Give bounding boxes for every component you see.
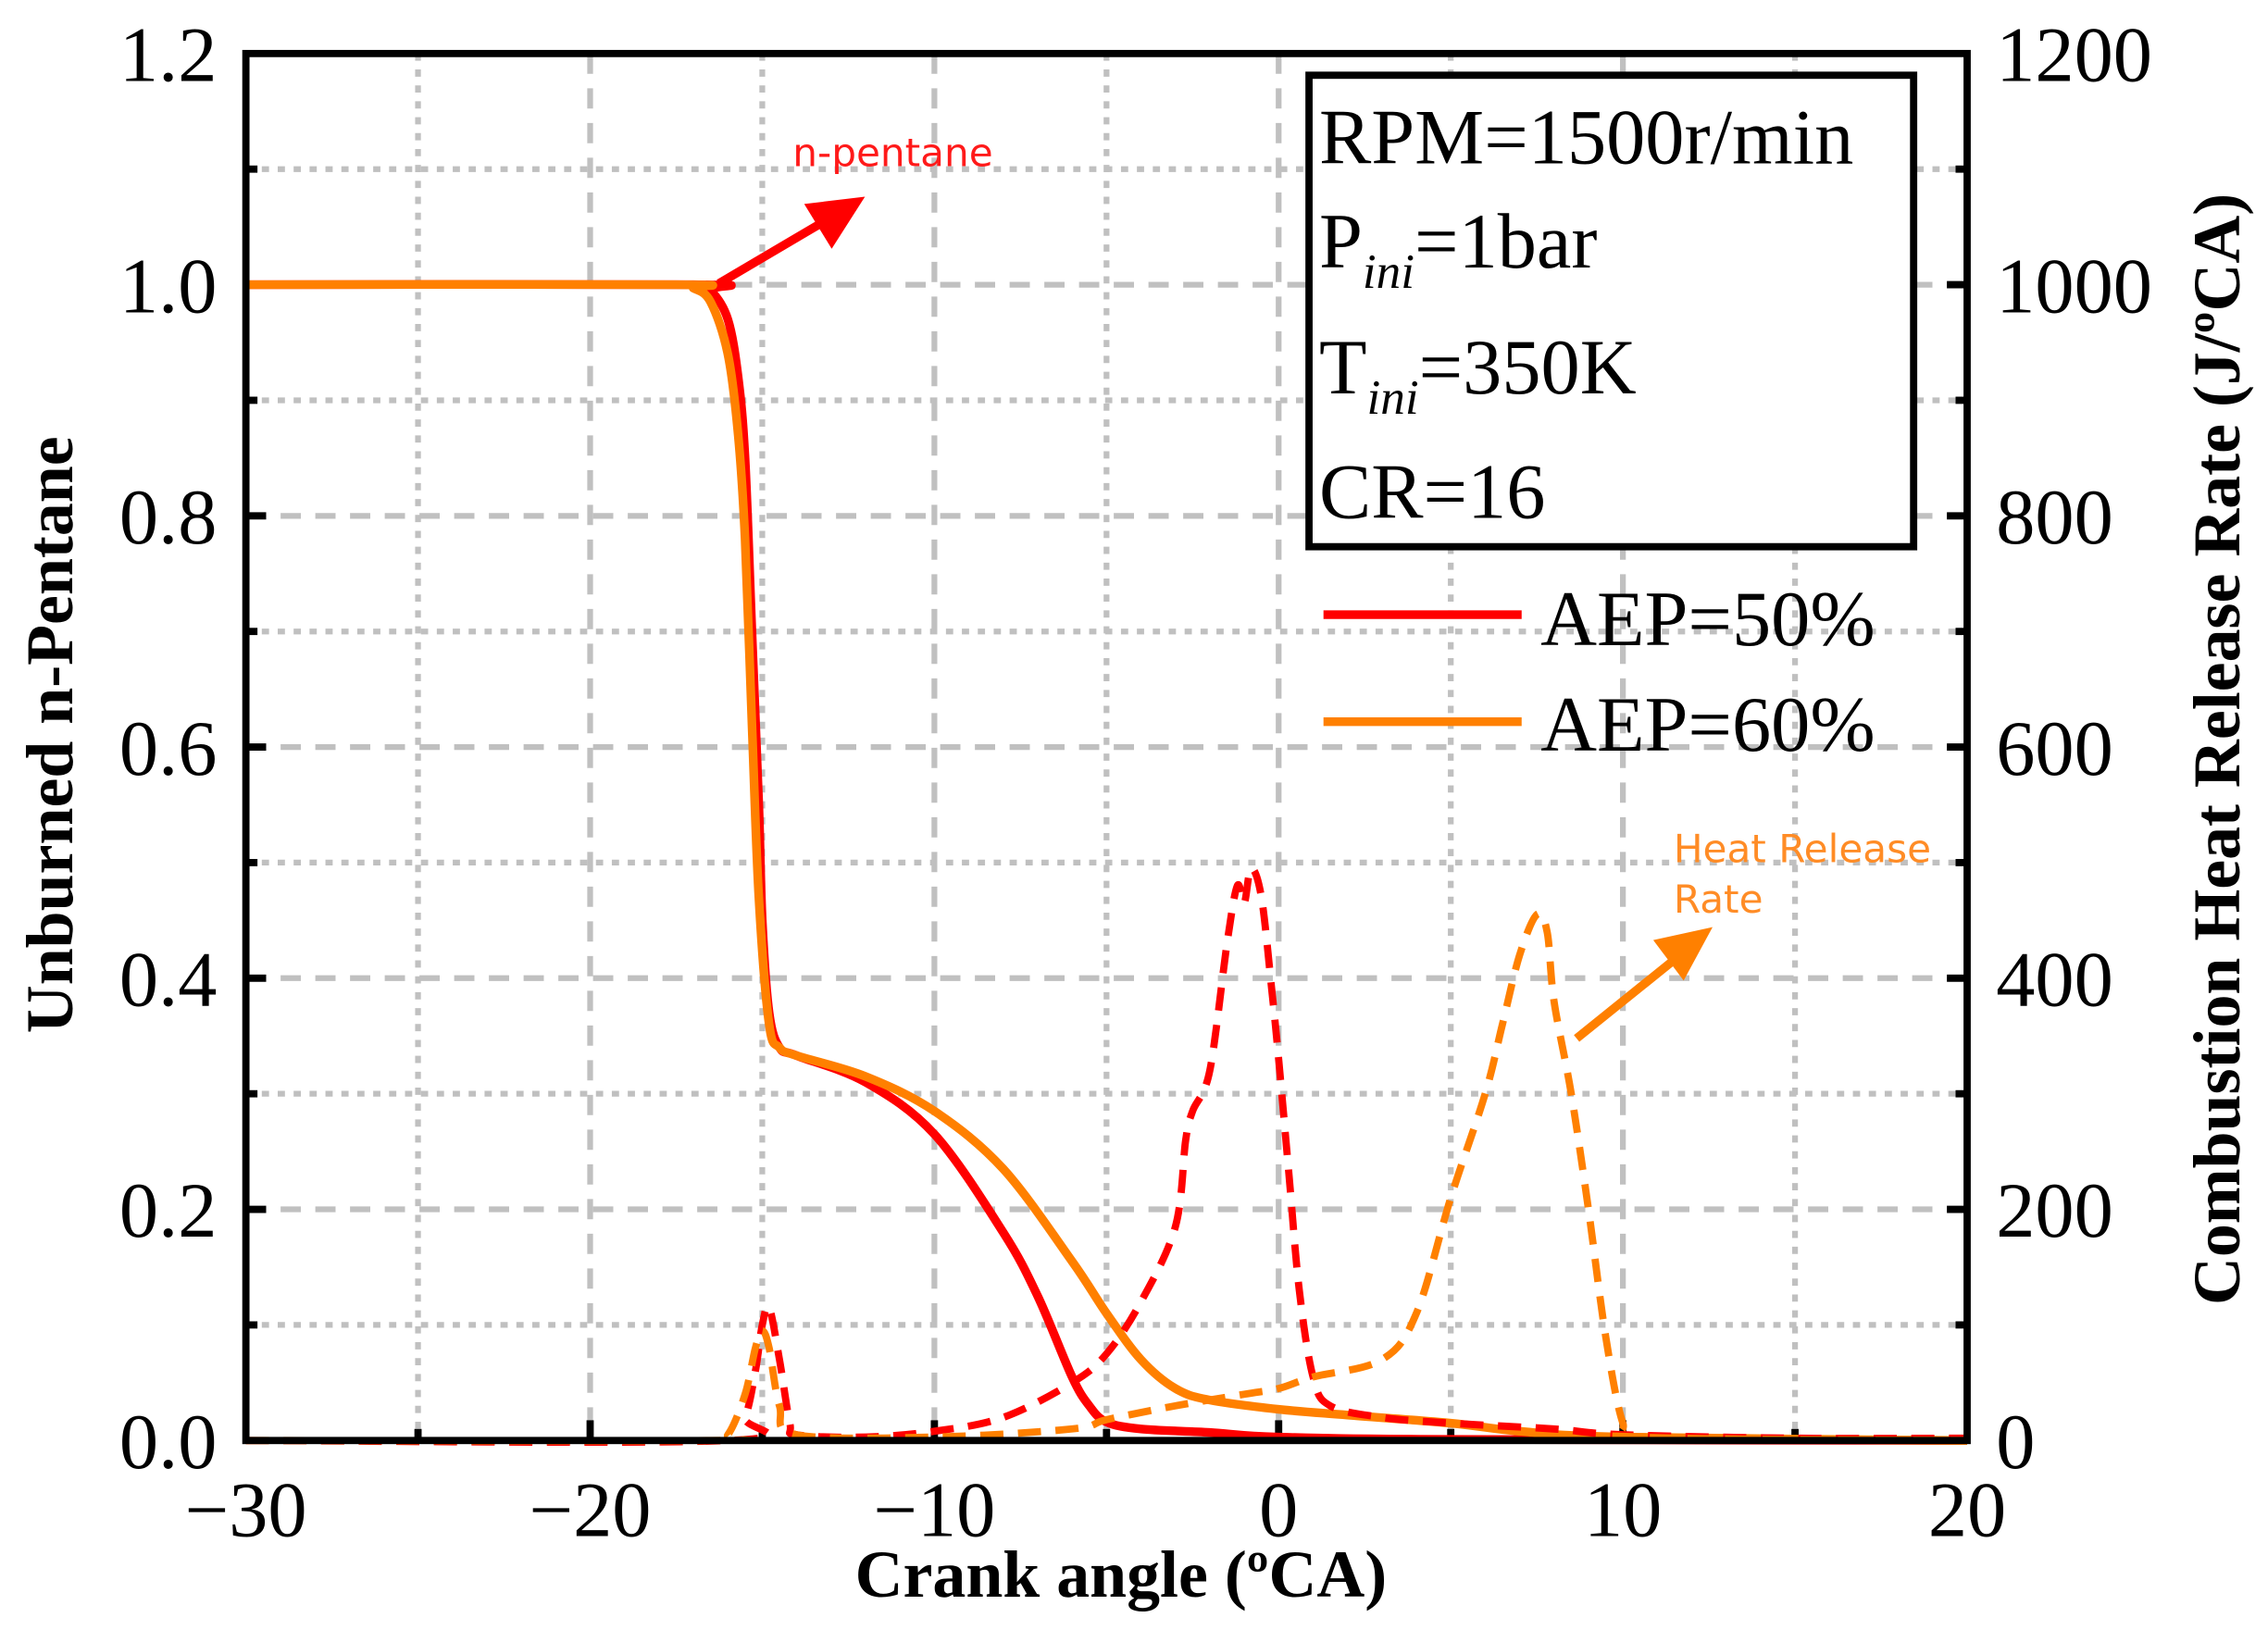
y-tick-label: 0.8 [119,475,217,561]
condition-rpm: RPM=1500r/min [1319,95,1853,181]
y-tick-label: 0.4 [119,937,217,1023]
y-tick-label: 1.0 [119,243,217,330]
y2-axis-label: Combustion Heat Release Rate (J/ºCA) [2180,193,2254,1305]
y-tick-label: 0.2 [119,1168,217,1254]
condition-cr: CR=16 [1319,449,1545,535]
series-line-aep-60-hrr [245,910,1968,1445]
y2-tick-label: 1000 [1996,243,2152,330]
x-tick-label: −30 [185,1467,307,1553]
y2-tick-label: 200 [1996,1168,2113,1254]
conditions-box: RPM=1500r/min Pini=1bar Tini=350K CR=16 [1305,71,1918,551]
y2-tick-label: 600 [1996,706,2113,792]
x-axis-label: Crank angle (ºCA) [855,1537,1388,1611]
y-tick-label: 0.6 [119,706,217,792]
plot-frame [242,49,1971,1445]
legend: AEP=50% AEP=60% [1323,577,1875,768]
legend-label-aep60: AEP=60% [1540,682,1875,768]
annotation-hrr-text-2: Rate [1674,877,1763,922]
y2-tick-label: 1200 [1996,13,2152,99]
condition-pressure: Pini=1bar [1319,199,1597,299]
annotation-pentane-arrow-shaft [717,213,834,288]
tick-labels: −30 −20 −10 0 10 20 0.0 0.2 0.4 0.6 0.8 1.0 1.2 0 200 4… [119,13,2152,1554]
y-tick-label: 1.2 [119,13,217,99]
x-tick-label: −10 [873,1467,995,1553]
y2-tick-label: 0 [1996,1400,2035,1486]
y-tick-label: 0.0 [119,1400,217,1486]
annotation-hrr-arrow-shaft [1574,951,1684,1042]
annotation-hrr-text-1: Heat Release [1674,826,1931,871]
x-tick-label: 0 [1259,1467,1298,1553]
x-tick-label: 20 [1928,1467,2006,1553]
y2-tick-label: 800 [1996,475,2113,561]
x-tick-label: 10 [1584,1467,1662,1553]
annotation-hrr-arrow-head [1652,927,1713,981]
condition-temperature: Tini=350K [1319,325,1637,425]
series-lines [245,280,1968,1447]
conditions-box-frame [1305,71,1918,551]
annotation-hrr: Heat Release Rate [1574,826,1931,1042]
annotation-pentane-text: n-pentane [792,131,992,176]
series-line-aep-50-hrr [245,865,1968,1447]
y2-tick-label: 400 [1996,937,2113,1023]
annotation-pentane: n-pentane [717,131,993,288]
legend-label-aep50: AEP=50% [1540,577,1875,663]
annotation-pentane-arrow-head [804,196,866,249]
grid [245,53,1967,1441]
y-axis-label: Unburned n-Pentane [13,436,87,1033]
x-tick-label: −20 [530,1467,652,1553]
